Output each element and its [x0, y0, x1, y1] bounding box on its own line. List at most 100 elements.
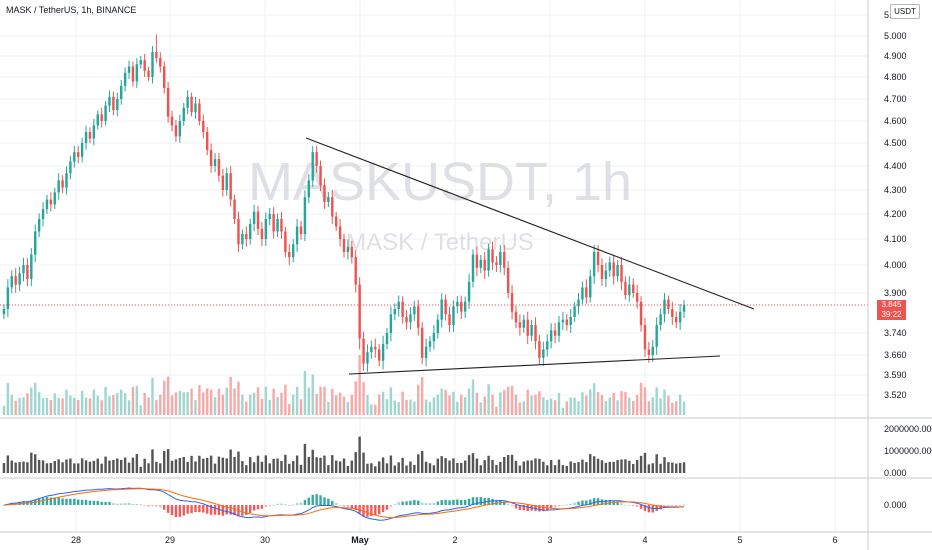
candle-body: [413, 306, 416, 315]
candle-body: [417, 306, 420, 328]
macd-histogram-bar: [682, 504, 686, 506]
volume-bar: [413, 401, 416, 415]
macd-histogram-bar: [166, 505, 170, 513]
volume-bar: [155, 400, 158, 415]
volume-bar: [671, 402, 674, 415]
candle-body: [307, 180, 311, 198]
candle-body: [147, 70, 150, 77]
macd-histogram-bar: [65, 498, 68, 505]
indicator-bar: [483, 460, 486, 473]
candle-body: [589, 276, 592, 298]
indicator-bar: [475, 458, 479, 473]
volume-bar: [542, 397, 545, 415]
macd-histogram-bar: [405, 501, 408, 505]
volume-bar: [92, 389, 96, 415]
candle-body: [397, 301, 400, 309]
candle-body: [432, 333, 436, 342]
macd-histogram-bar: [159, 505, 162, 508]
volume-bar: [565, 401, 569, 415]
candle-body: [600, 265, 604, 279]
macd-histogram-bar: [170, 505, 174, 516]
volume-bar: [299, 399, 303, 415]
indicator-bar: [651, 463, 654, 473]
candle-body: [295, 226, 299, 245]
candle-body: [671, 309, 674, 317]
indicator-bar: [194, 461, 197, 473]
macd-histogram-bar: [280, 503, 283, 505]
indicator-bar: [514, 460, 518, 473]
candle-body: [131, 66, 135, 82]
candle-body: [319, 166, 322, 186]
indicator-bar: [553, 465, 557, 473]
indicator-bar: [628, 460, 631, 473]
candle-body: [506, 267, 510, 293]
currency-button[interactable]: USDT: [890, 4, 920, 19]
signal-line: [3, 488, 685, 519]
macd-histogram-bar: [276, 503, 279, 505]
indicator-bar: [354, 452, 357, 473]
indicator-bar: [659, 463, 662, 473]
macd-histogram-bar: [362, 505, 365, 517]
candle-body: [155, 52, 158, 59]
candle-body: [424, 346, 428, 358]
volume-bar: [252, 392, 256, 415]
candle-body: [241, 234, 244, 245]
macd-histogram-bar: [538, 505, 541, 512]
volume-bar: [381, 391, 385, 415]
volume-bar: [315, 393, 318, 415]
macd-histogram-bar: [471, 497, 475, 505]
lower-trendline[interactable]: [348, 355, 721, 375]
volume-bar: [37, 392, 41, 415]
macd-histogram-bar: [675, 505, 678, 506]
indicator-bar: [565, 465, 569, 473]
upper-trendline[interactable]: [305, 137, 755, 310]
indicator-bar: [530, 460, 533, 473]
candle-body: [643, 325, 647, 350]
macd-histogram-bar: [366, 505, 369, 517]
macd-histogram-bar: [393, 504, 397, 506]
macd-histogram-bar: [542, 505, 545, 512]
indicator-bar: [440, 456, 443, 473]
macd-histogram-bar: [522, 505, 526, 511]
indicator-bar: [96, 458, 99, 473]
indicator-bar: [632, 464, 635, 473]
macd-histogram-bar: [385, 505, 389, 510]
candle-body: [499, 252, 502, 265]
macd-histogram-bar: [225, 505, 228, 515]
volume-bar: [632, 400, 635, 415]
volume-bars: [2, 355, 686, 415]
indicator-bar: [319, 457, 322, 473]
candle-body: [655, 325, 658, 347]
indicator-bar: [342, 458, 346, 473]
volume-bar: [119, 389, 123, 415]
volume-bar: [139, 405, 142, 415]
macd-histogram-bar: [565, 504, 569, 506]
time-tick-label: 6: [832, 535, 837, 545]
indicator-bar: [624, 459, 627, 473]
indicator-bar: [377, 461, 381, 473]
volume-bar: [377, 394, 381, 415]
macd-histogram-bar: [495, 499, 498, 505]
candle-body: [436, 319, 440, 333]
indicator-bar: [170, 460, 174, 473]
volume-bar: [389, 387, 393, 415]
macd-histogram-bar: [178, 505, 182, 517]
volume-bar: [338, 392, 342, 415]
candle-body: [303, 197, 307, 234]
grid: [0, 0, 868, 532]
time-axis[interactable]: 28 29 30 May 2 3 4 5 6: [71, 535, 838, 545]
volume-bar: [268, 399, 271, 415]
price-axis[interactable]: 5.1005.0004.9004.8004.7004.6004.5004.400…: [884, 10, 907, 400]
indicator-bar: [229, 449, 232, 473]
indicator-bar: [495, 464, 498, 473]
macd-histogram-bar: [616, 501, 619, 505]
volume-bar: [69, 395, 72, 415]
indicator-bar: [213, 463, 217, 473]
candle-body: [198, 103, 201, 121]
macd-histogram-bar: [291, 504, 295, 506]
indicator-bar: [444, 458, 447, 473]
indicator-bar: [604, 462, 608, 473]
candle-body: [80, 143, 84, 157]
volume-bar: [655, 387, 658, 415]
